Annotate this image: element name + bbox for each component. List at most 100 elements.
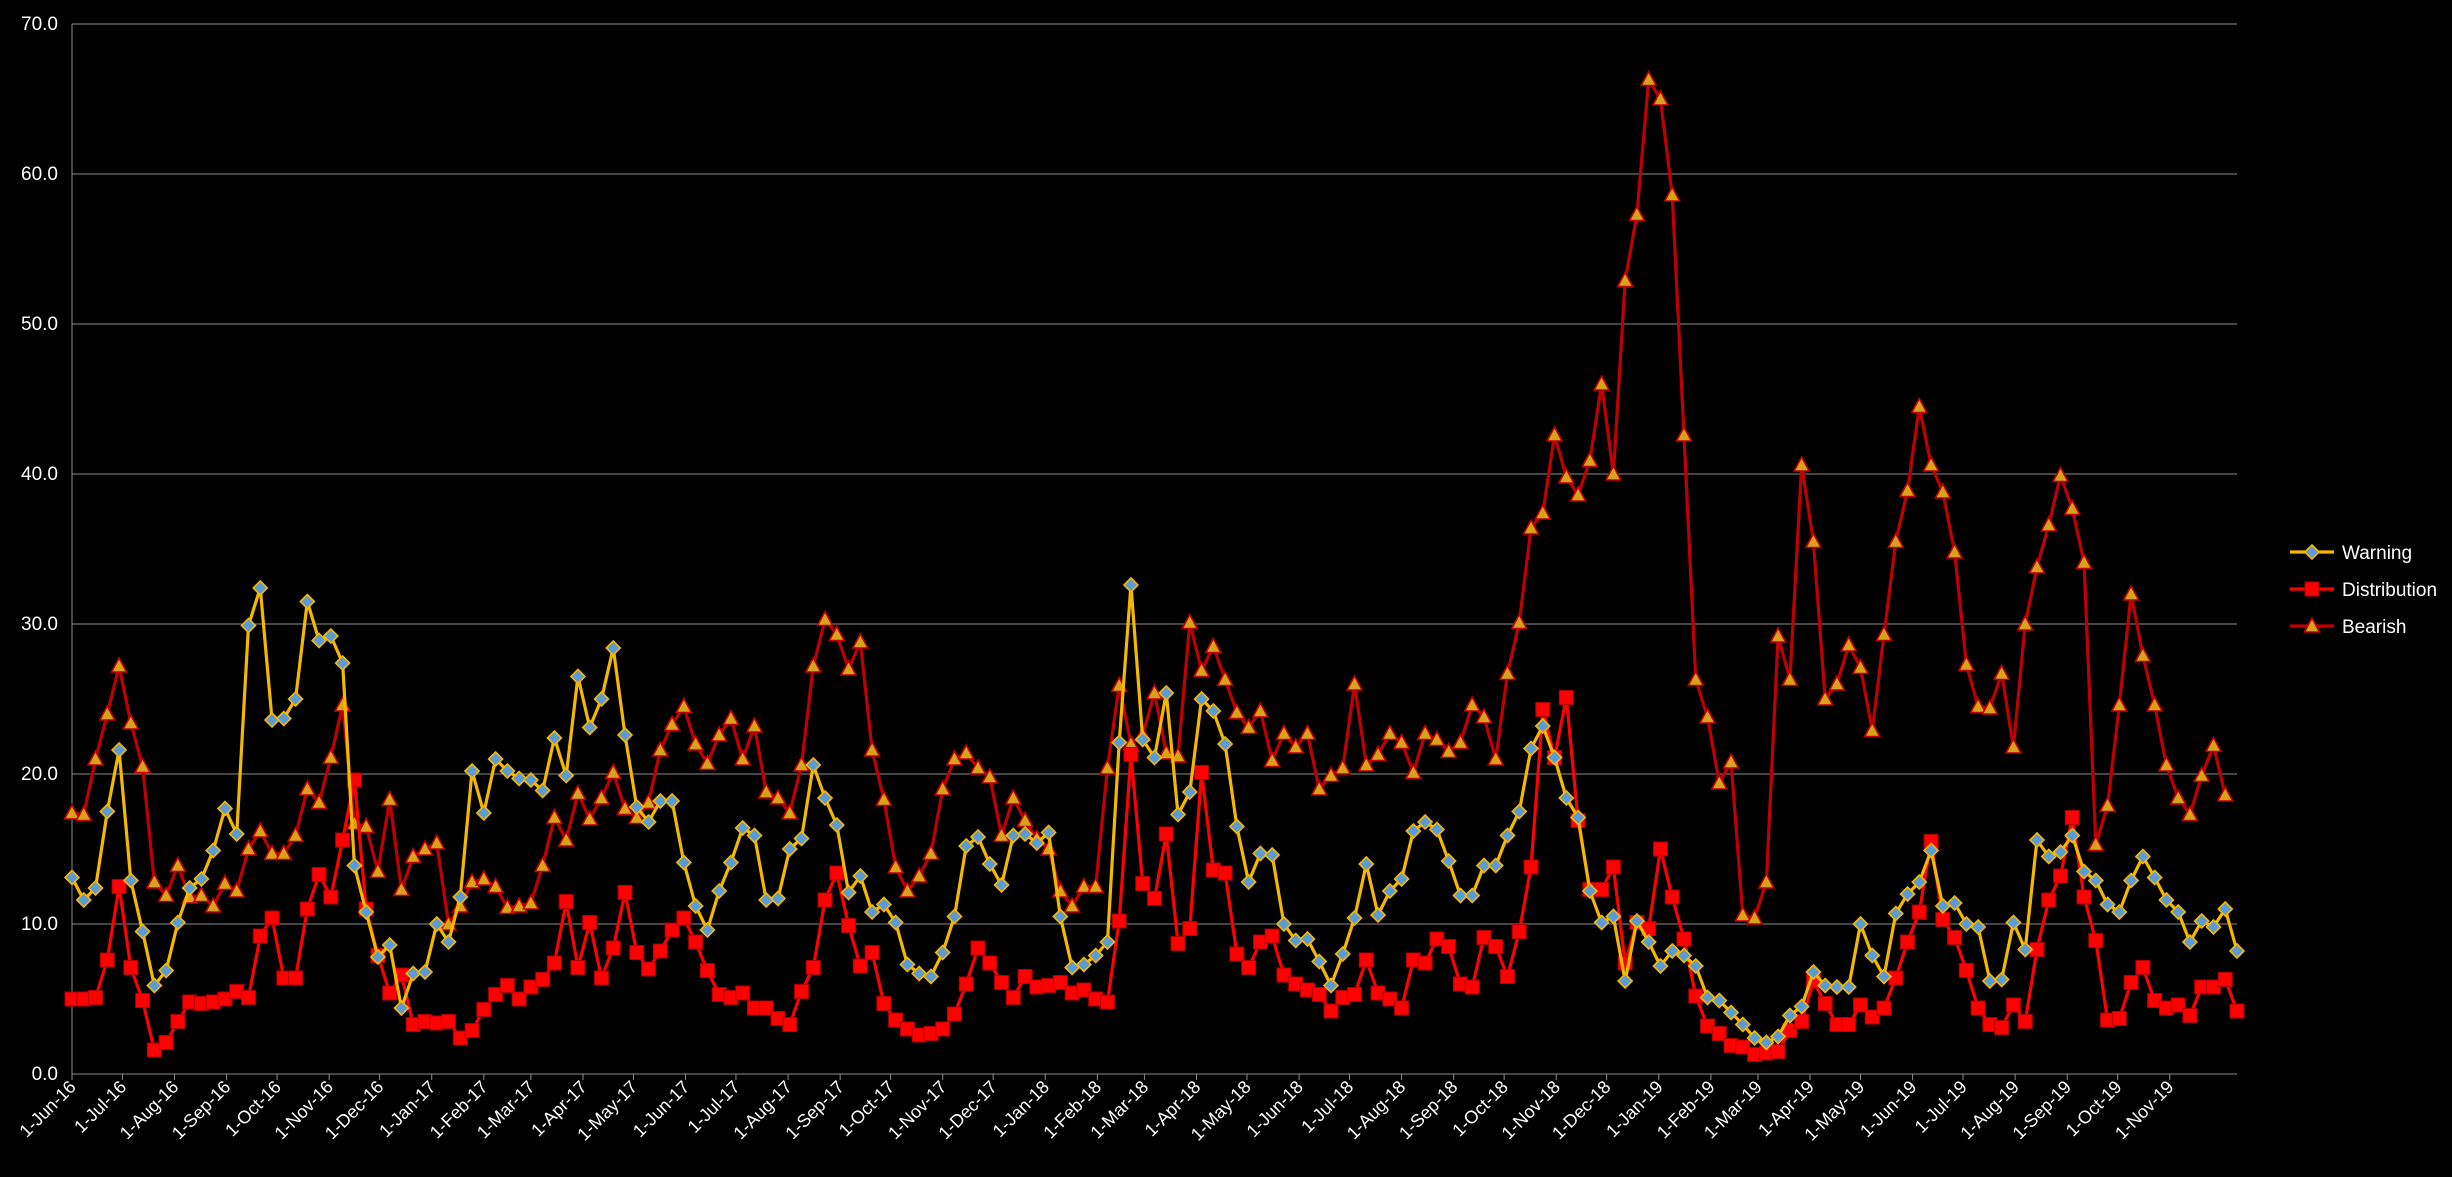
data-point-distribution [511, 991, 527, 1007]
data-point-bearish [1945, 542, 1964, 559]
data-point-distribution [2053, 868, 2069, 884]
data-point-warning [499, 762, 516, 780]
data-point-bearish [945, 749, 964, 766]
data-point-warning [1911, 873, 1928, 891]
data-point-distribution [311, 867, 327, 882]
data-point-distribution [2064, 810, 2080, 825]
data-point-distribution [99, 952, 115, 968]
data-point-warning [1640, 933, 1657, 951]
data-point-distribution [1688, 988, 1704, 1004]
data-point-warning [922, 968, 940, 985]
data-point-bearish [1486, 749, 1505, 766]
data-point-distribution [2182, 1008, 2198, 1023]
data-point-distribution [2041, 892, 2057, 908]
data-point-warning [2075, 863, 2093, 880]
data-point-warning [1805, 963, 1822, 981]
data-point-bearish [980, 767, 999, 784]
data-point-distribution [1594, 882, 1610, 897]
data-point-warning [1958, 915, 1975, 933]
data-point-warning [711, 882, 728, 900]
data-point-bearish [2063, 498, 2082, 516]
data-point-warning [1181, 783, 1198, 801]
data-point-bearish [1075, 876, 1093, 894]
data-point-distribution [1947, 930, 1963, 945]
data-point-warning [2122, 872, 2140, 889]
data-point-warning [981, 855, 998, 873]
data-point-distribution [1523, 859, 1539, 875]
data-point-warning [146, 977, 163, 994]
data-point-warning [993, 876, 1010, 894]
data-point-distribution [1217, 865, 1233, 881]
data-point-warning [2052, 843, 2069, 861]
data-point-bearish [686, 734, 705, 751]
data-point-warning [911, 965, 928, 982]
data-point-distribution [1488, 939, 1504, 954]
data-point-bearish [145, 872, 164, 889]
data-point-distribution [982, 955, 998, 971]
data-point-distribution [240, 990, 256, 1005]
data-point-bearish [2122, 584, 2140, 601]
data-point-warning [1099, 933, 1116, 951]
data-point-warning [369, 948, 387, 966]
data-point-warning [240, 617, 257, 634]
data-point-distribution [888, 1012, 904, 1028]
data-point-warning [2146, 869, 2163, 886]
data-point-bearish [616, 798, 634, 816]
data-point-warning [616, 726, 634, 744]
data-point-distribution [1676, 931, 1692, 947]
data-point-warning [216, 800, 234, 817]
data-point-warning [2017, 941, 2034, 958]
data-point-warning [2228, 942, 2246, 960]
data-point-warning [452, 888, 469, 906]
data-point-bearish [1298, 723, 1317, 741]
data-point-warning [310, 632, 328, 649]
data-point-warning [475, 804, 492, 822]
data-point-warning [110, 741, 128, 759]
data-point-bearish [675, 696, 693, 714]
data-point-bearish [745, 716, 764, 733]
data-point-distribution [488, 987, 504, 1002]
data-point-warning [157, 962, 175, 979]
data-point-bearish [2110, 695, 2129, 712]
data-point-distribution [582, 915, 598, 930]
data-point-warning [1781, 1007, 1799, 1024]
legend: Warning Distribution Bearish [2290, 543, 2437, 638]
data-point-distribution [123, 960, 139, 975]
data-point-bearish [1569, 485, 1587, 502]
data-point-warning [1593, 914, 1610, 931]
data-point-warning [1381, 882, 1398, 900]
data-point-bearish [816, 609, 834, 627]
data-point-bearish [863, 740, 881, 757]
data-point-warning [1240, 873, 1257, 891]
data-point-warning [1346, 909, 1363, 927]
data-point-bearish [522, 893, 540, 910]
data-point-bearish [121, 713, 140, 730]
data-point-bearish [1757, 872, 1776, 889]
data-point-bearish [1792, 455, 1811, 472]
data-point-warning [2193, 912, 2210, 930]
data-point-warning [1758, 1034, 1775, 1051]
data-point-distribution [876, 996, 892, 1011]
data-point-distribution [864, 945, 880, 960]
data-point-bearish [2075, 552, 2093, 570]
data-point-distribution [2135, 960, 2151, 975]
y-tick-label: 40.0 [21, 464, 58, 485]
data-point-bearish [1098, 758, 1117, 775]
data-point-bearish [827, 624, 846, 642]
y-tick-label: 0.0 [32, 1064, 58, 1085]
data-point-bearish [710, 725, 728, 742]
data-point-bearish [298, 779, 317, 796]
data-point-bearish [1404, 762, 1423, 780]
legend-label: Distribution [2342, 580, 2437, 601]
data-point-bearish [310, 792, 328, 810]
data-point-distribution [2170, 997, 2186, 1013]
data-point-bearish [98, 704, 117, 721]
data-point-distribution [1276, 967, 1292, 983]
data-point-warning [1275, 915, 1293, 933]
data-point-distribution [1464, 979, 1480, 995]
data-point-bearish [1439, 741, 1458, 759]
data-point-distribution [1817, 996, 1833, 1011]
data-point-distribution [958, 976, 974, 992]
data-point-bearish [580, 809, 599, 826]
